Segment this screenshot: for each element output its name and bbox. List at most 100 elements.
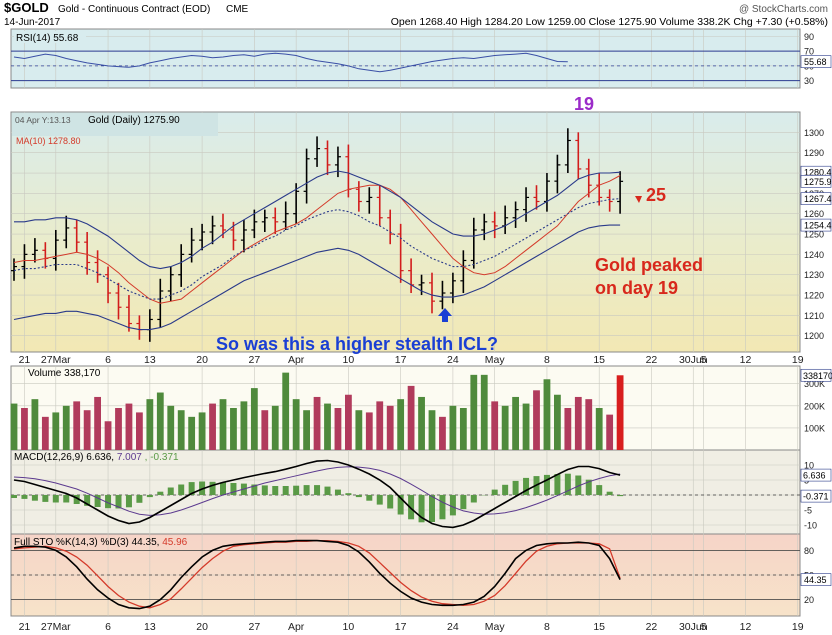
macd-histogram-bar	[261, 485, 268, 495]
x-tick-label-bottom: 17	[395, 621, 407, 633]
symbol: $GOLD	[4, 0, 49, 15]
rsi-panel	[10, 28, 801, 89]
volume-bar	[146, 399, 154, 450]
x-tick-label: Apr	[288, 354, 305, 366]
macd-histogram-bar	[136, 495, 143, 503]
peak-day-label: 19	[574, 94, 594, 114]
x-tick-label: 21	[19, 354, 31, 366]
macd-label: MACD(12,26,9) 6.636, 7.007 , -0.371	[14, 452, 179, 463]
macd-histogram-bar	[491, 489, 498, 495]
volume-bar	[188, 416, 196, 450]
price-overlay-line	[13, 175, 621, 304]
macd-histogram-bar	[52, 495, 59, 503]
macd-histogram-bar	[220, 482, 226, 495]
macd-histogram-bar	[125, 495, 132, 508]
peak-note-line-1: Gold peaked	[595, 255, 703, 275]
volume-bar	[491, 401, 499, 450]
vol-y-tick-label: 100K	[804, 423, 825, 433]
volume-bar	[94, 396, 101, 450]
rsi-value-label: 55.68	[804, 57, 827, 67]
volume-bar	[585, 399, 593, 450]
x-tick-label-bottom: 21	[19, 621, 31, 633]
overlay-label: 04 Apr Y:13.13	[15, 115, 71, 125]
volume-bar	[533, 390, 540, 450]
rsi-label-group: RSI(14) 55.68	[14, 31, 86, 44]
volume-bar	[52, 412, 60, 450]
macd-histogram-bar	[387, 495, 394, 509]
price-value-label: 1275.9	[804, 177, 832, 187]
macd-histogram-bar	[460, 495, 467, 510]
macd-histogram-bar	[272, 486, 279, 495]
x-tick-label: 17	[395, 354, 407, 366]
price-y-tick-label: 1260	[804, 209, 824, 219]
x-tick-label: 22	[646, 354, 658, 366]
x-tick-label: 10	[343, 354, 355, 366]
macd-histogram-bar	[366, 495, 373, 501]
macd-histogram-bar	[606, 491, 613, 495]
price-overlay-line	[13, 198, 621, 300]
macd-value-box	[800, 489, 832, 503]
volume-bar	[198, 412, 206, 450]
macd-histogram-bar	[376, 495, 383, 505]
x-tick-label: 20	[196, 354, 208, 366]
rsi-value-box	[800, 55, 832, 68]
exchange: CME	[226, 4, 249, 15]
price-overlay-line	[14, 170, 621, 270]
x-tick-label: 6	[105, 354, 111, 366]
price-label-group: 04 Apr Y:13.13 Gold (Daily) 1275.90 MA(1…	[12, 113, 218, 146]
volume-bar	[407, 385, 415, 450]
macd-histogram-bar	[502, 484, 509, 495]
stealth-icl-question: So was this a higher stealth ICL?	[216, 334, 498, 354]
macd-histogram-bar	[282, 486, 289, 495]
volume-bar	[261, 410, 269, 450]
volume-bar	[83, 410, 91, 450]
volume-bar	[209, 403, 216, 450]
x-tick-label: May	[485, 354, 506, 366]
macd-histogram-bar	[230, 483, 237, 495]
volume-bar	[136, 412, 143, 450]
x-tick-label-bottom: 15	[593, 621, 605, 633]
volume-bar	[439, 416, 446, 450]
macd-histogram-bar	[167, 487, 174, 495]
macd-histogram-bar	[42, 495, 49, 502]
macd-histogram-bar	[334, 489, 341, 495]
volume-bar	[292, 399, 300, 450]
macd-label-signal: 7.007	[117, 452, 142, 463]
vol-y-tick-label: 200K	[804, 401, 825, 411]
macd-histogram-bar	[105, 495, 112, 509]
macd-histogram-bar	[11, 495, 17, 498]
x-tick-label-bottom: 10	[343, 621, 355, 633]
macd-histogram-bar	[146, 495, 153, 498]
volume-bar	[282, 372, 290, 450]
volume-bar	[167, 405, 175, 450]
volume-bar	[397, 399, 405, 450]
volume-bar	[115, 408, 122, 450]
grid-layer: 9070503013001290128012701260125012401230…	[11, 29, 825, 633]
macd-histogram-bar	[554, 474, 561, 495]
chart-date: 14-Jun-2017	[4, 17, 61, 28]
volume-label: Volume 338,170	[28, 368, 101, 379]
volume-bar	[303, 410, 310, 450]
volume-bar	[418, 396, 425, 450]
macd-histogram-bar	[397, 495, 404, 515]
macd-histogram-bar	[178, 484, 185, 495]
sto-label-d: 45.96	[162, 537, 187, 548]
x-tick-label: 12	[740, 354, 752, 366]
macd-histogram-bar	[345, 493, 352, 495]
volume-bar	[334, 408, 342, 450]
volume-bar	[459, 408, 467, 450]
macd-line	[13, 459, 621, 529]
price-overlay-line	[13, 224, 621, 331]
chart-header: $GOLD Gold - Continuous Contract (EOD) C…	[4, 0, 828, 28]
macd-histogram-bar	[31, 495, 38, 501]
macd-histogram-bar	[564, 473, 571, 495]
x-tick-label-bottom: Apr	[288, 621, 305, 633]
x-tick-label: 13	[144, 354, 156, 366]
watermark: @ StockCharts.com	[739, 4, 828, 15]
x-tick-label: 30Jun	[679, 354, 708, 366]
x-tick-label-bottom: 20	[196, 621, 208, 633]
x-tick-label-bottom: 5	[701, 621, 707, 633]
sto-k-line	[13, 539, 621, 610]
volume-bar	[41, 416, 49, 450]
